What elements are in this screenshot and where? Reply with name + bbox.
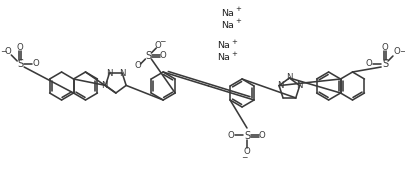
Text: −: − [159,38,165,46]
Text: O: O [392,48,399,57]
Text: Na: Na [221,21,234,30]
Text: N: N [101,81,107,90]
Text: O: O [258,132,264,140]
Text: −: − [240,153,247,163]
Text: N: N [276,81,283,90]
Text: N: N [286,73,292,82]
Text: N: N [119,69,125,78]
Text: S: S [243,131,249,141]
Text: +: + [230,39,237,45]
Text: S: S [145,51,151,61]
Text: +: + [234,18,241,24]
Text: O: O [243,148,250,156]
Text: Na: Na [217,53,230,62]
Text: O: O [227,130,234,140]
Text: O: O [160,52,166,61]
Text: O: O [134,61,141,70]
Text: O: O [32,60,39,69]
Text: −: − [0,48,6,57]
Text: O: O [381,44,388,53]
Text: N: N [296,81,302,90]
Text: −: − [399,48,405,57]
Text: O: O [5,48,12,57]
Text: O: O [365,60,372,69]
Text: +: + [230,51,237,57]
Text: Na: Na [217,42,230,50]
Text: +: + [234,6,241,12]
Text: O: O [154,41,161,49]
Text: S: S [17,59,23,69]
Text: S: S [381,59,387,69]
Text: O: O [17,44,23,53]
Text: N: N [106,69,113,78]
Text: Na: Na [221,9,234,18]
